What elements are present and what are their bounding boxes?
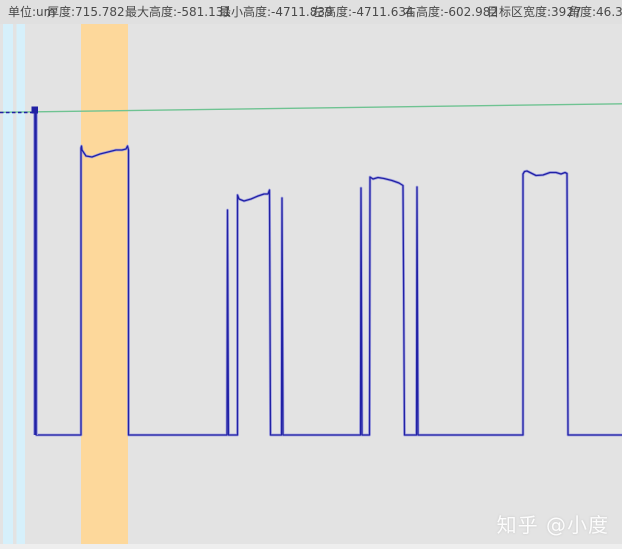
reference-line [0, 103, 622, 113]
cursor-band-left-b [16, 24, 25, 544]
readout-max-height: 最大高度:-581.131 [125, 5, 231, 19]
plot-bottom-margin [0, 544, 622, 549]
readout-angle: 角度:46.3 [568, 5, 622, 19]
measurement-readout-bar: 单位:um 厚度:715.782 最大高度:-581.131 最小高度:-471… [0, 0, 622, 24]
cursor-band-left-a [3, 24, 13, 544]
readout-target-width: 目标区宽度:3927 [487, 5, 582, 19]
target-region-band [81, 24, 128, 544]
readout-right-height: 右高度:-602.982 [404, 5, 498, 19]
readout-unit: 单位:um [8, 5, 56, 19]
watermark: 知乎 @小度 [496, 513, 609, 537]
cursor-marker[interactable] [31, 106, 39, 114]
readout-left-height: 左高度:-4711.634 [312, 5, 414, 19]
profile-trace [35, 145, 622, 436]
readout-thickness: 厚度:715.782 [47, 5, 125, 19]
readout-min-height: 最小高度:-4711.839 [219, 5, 333, 19]
